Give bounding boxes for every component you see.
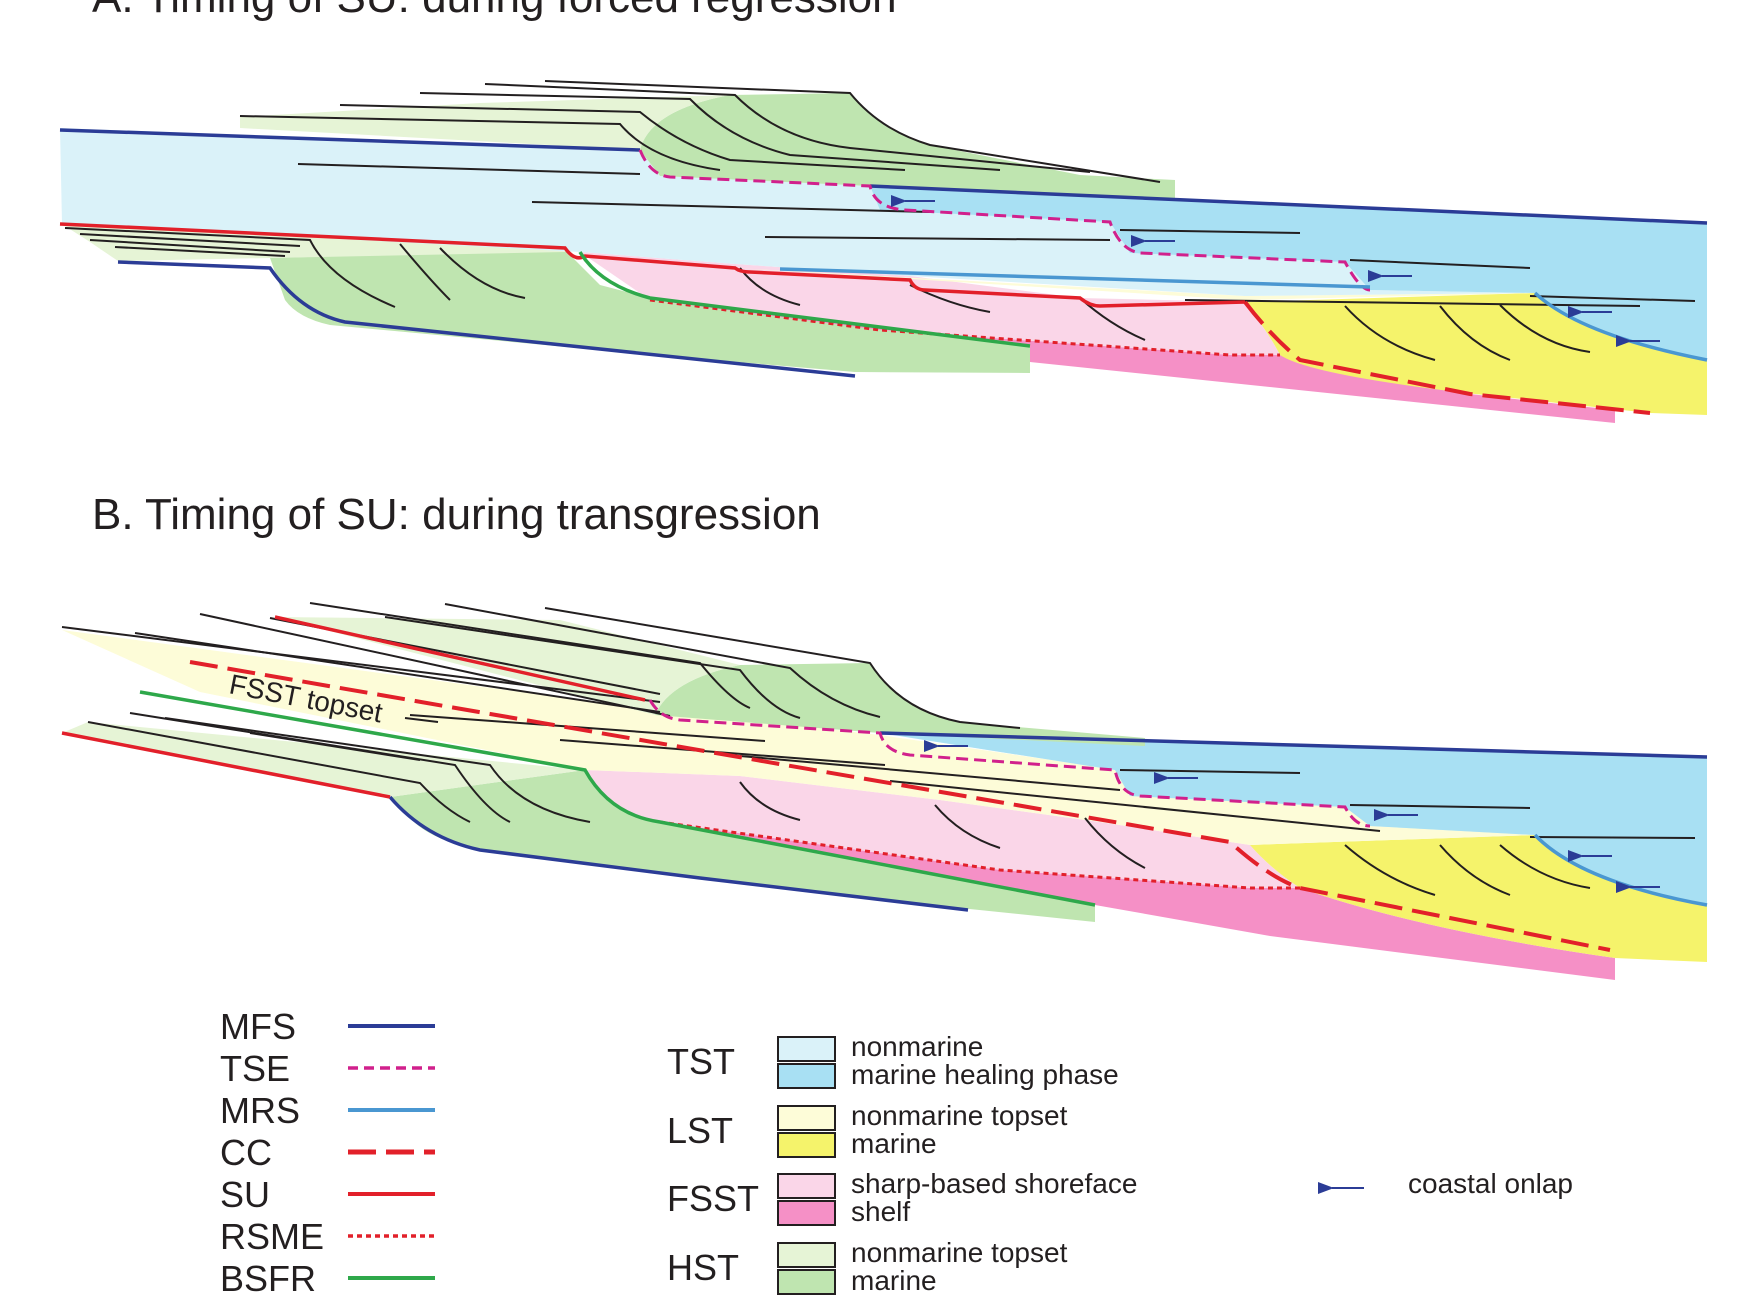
legend-swatch-tst-marine: [777, 1063, 836, 1089]
bsfr-line-b: [139, 690, 1096, 907]
mfs-line-b-lower: [388, 795, 969, 912]
legend-tract-lower-hst: marine: [851, 1265, 937, 1296]
tse-line-a: [638, 149, 1371, 292]
su-line-a: [59, 222, 1246, 308]
legend-tract-upper-tst: nonmarine: [851, 1031, 983, 1062]
legend-label-mrs: MRS: [220, 1090, 300, 1131]
legend-swatch-tst-nonmarine: [777, 1036, 836, 1062]
legend-item-tst: TST nonmarine marine healing phase: [667, 1031, 1119, 1090]
legend: MFS TSE MRS CC SU RSME: [220, 1006, 1573, 1299]
legend-swatch-hst-marine: [777, 1269, 836, 1295]
legend-item-mfs: MFS: [220, 1006, 435, 1047]
su-line-b-lower: [61, 731, 391, 799]
legend-label-su: SU: [220, 1174, 270, 1215]
legend-item-coastal-onlap: coastal onlap: [1318, 1168, 1573, 1199]
panel-b-title: B. Timing of SU: during transgression: [92, 490, 821, 539]
coastal-onlap-arrows-a: [891, 195, 1660, 347]
legend-label-mfs: MFS: [220, 1006, 296, 1047]
legend-label-cc: CC: [220, 1132, 272, 1173]
legend-swatch-hst-nonmarine: [777, 1242, 836, 1268]
bedding-lines-a: [64, 80, 1696, 361]
lst-marine-fill-a: [1245, 293, 1707, 415]
legend-swatch-lst-nonmarine: [777, 1105, 836, 1131]
legend-tract-lower-fsst: shelf: [851, 1196, 910, 1227]
hst-marine-fill-a-upper: [640, 93, 1175, 198]
tse-line-b: [648, 699, 1371, 828]
legend-item-hst: HST nonmarine topset marine: [667, 1237, 1068, 1296]
legend-item-rsme: RSME: [220, 1216, 435, 1257]
legend-tract-label-fsst: FSST: [667, 1178, 759, 1219]
legend-swatch-fsst-shelf: [777, 1200, 836, 1226]
legend-tract-label-hst: HST: [667, 1247, 739, 1288]
lst-marine-fill-b: [1250, 835, 1707, 962]
legend-label-rsme: RSME: [220, 1216, 324, 1257]
legend-tract-upper-fsst: sharp-based shoreface: [851, 1168, 1137, 1199]
legend-label-bsfr: BSFR: [220, 1258, 316, 1299]
legend-item-su: SU: [220, 1174, 435, 1215]
panel-a: A. Timing of SU: during forced regressio…: [59, 0, 1708, 423]
hst-marine-fill-b-upper: [655, 663, 1145, 746]
legend-item-tse: TSE: [220, 1048, 435, 1089]
mfs-line-b-marine: [879, 731, 1708, 759]
legend-tract-label-lst: LST: [667, 1110, 733, 1151]
rsme-line-a: [649, 298, 1280, 357]
panel-b: B. Timing of SU: during transgression: [61, 490, 1708, 980]
fsst-shoreface-fill-a: [580, 252, 1280, 355]
surface-legend: MFS TSE MRS CC SU RSME: [220, 1006, 435, 1299]
fsst-topset-leader: [404, 717, 439, 723]
hst-marine-fill-b-lower: [390, 770, 1095, 922]
mrs-line-b: [1533, 833, 1708, 907]
fsst-shelf-fill-b: [660, 822, 1615, 980]
legend-item-fsst: FSST sharp-based shoreface shelf: [667, 1168, 1137, 1227]
legend-item-mrs: MRS: [220, 1090, 435, 1131]
legend-tract-label-tst: TST: [667, 1041, 735, 1082]
coastal-onlap-arrows-b: [924, 740, 1660, 893]
tst-marine-fill-a: [870, 186, 1707, 360]
legend-label-tse: TSE: [220, 1048, 290, 1089]
legend-tract-lower-tst: marine healing phase: [851, 1059, 1119, 1090]
mfs-line-a-lower: [117, 260, 856, 378]
legend-item-cc: CC: [220, 1132, 435, 1173]
mfs-line-a-upper: [59, 128, 641, 152]
legend-swatch-fsst-shoreface: [777, 1173, 836, 1199]
legend-tract-upper-hst: nonmarine topset: [851, 1237, 1068, 1268]
su-line-b-upper: [274, 615, 646, 702]
tst-nonmarine-fill-a: [60, 128, 1535, 296]
cc-line-a: [1243, 300, 1651, 415]
rsme-line-b: [659, 820, 1300, 890]
mfs-line-a-marine: [869, 184, 1708, 225]
tst-marine-fill-b: [880, 733, 1707, 905]
systems-tract-legend: TST nonmarine marine healing phase LST n…: [667, 1031, 1137, 1296]
hst-marine-fill-a-lower: [270, 250, 1030, 373]
legend-tract-upper-lst: nonmarine topset: [851, 1100, 1068, 1131]
legend-swatch-lst-marine: [777, 1132, 836, 1158]
panel-a-title: A. Timing of SU: during forced regressio…: [92, 0, 897, 22]
bsfr-line-a: [578, 251, 1031, 348]
hst-topset-fill-a-upper: [240, 95, 730, 150]
fsst-shoreface-fill-b: [585, 770, 1300, 888]
legend-item-bsfr: BSFR: [220, 1258, 435, 1299]
mrs-line-a: [779, 267, 1708, 362]
legend-item-lst: LST nonmarine topset marine: [667, 1100, 1068, 1159]
legend-tract-lower-lst: marine: [851, 1128, 937, 1159]
cc-line-b: [189, 660, 1611, 952]
legend-label-coastal-onlap: coastal onlap: [1408, 1168, 1573, 1199]
